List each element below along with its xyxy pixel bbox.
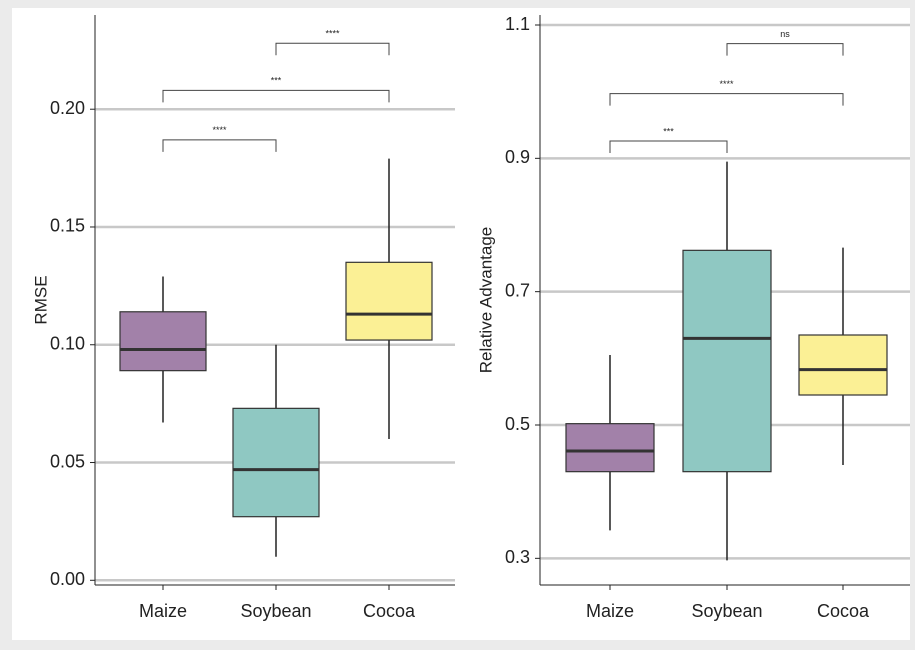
significance-label: **** [719, 79, 734, 89]
box [232, 407, 320, 518]
significance-bracket [162, 139, 277, 152]
significance-bracket [162, 89, 390, 103]
y-tick-label: 0.5 [505, 414, 530, 434]
y-tick-label: 0.9 [505, 147, 530, 167]
x-tick-label: Cocoa [363, 601, 416, 621]
y-tick-label: 0.15 [50, 216, 85, 236]
y-tick-label: 0.7 [505, 280, 530, 300]
significance-bracket [275, 42, 390, 56]
x-tick-label: Soybean [691, 601, 762, 621]
box [345, 261, 433, 341]
y-axis-title: Relative Advantage [476, 227, 495, 374]
y-tick-label: 1.1 [505, 14, 530, 34]
significance-bracket [726, 43, 844, 56]
y-tick-label: 0.3 [505, 547, 530, 567]
y-tick-label: 0.20 [50, 98, 85, 118]
y-axis-title: RMSE [31, 275, 50, 324]
significance-label: *** [663, 126, 674, 136]
significance-label: *** [271, 76, 282, 86]
significance-bracket [609, 93, 844, 106]
y-tick-label: 0.00 [50, 569, 85, 589]
x-tick-label: Maize [139, 601, 187, 621]
significance-label: **** [212, 125, 227, 135]
significance-label: **** [325, 29, 340, 39]
box [565, 423, 655, 473]
x-tick-label: Cocoa [817, 601, 870, 621]
x-tick-label: Soybean [240, 601, 311, 621]
y-tick-label: 0.10 [50, 334, 85, 354]
significance-label: ns [780, 29, 790, 39]
box [798, 334, 888, 396]
x-tick-label: Maize [586, 601, 634, 621]
box [119, 311, 207, 372]
significance-bracket [609, 140, 728, 153]
box [682, 249, 772, 473]
y-tick-label: 0.05 [50, 451, 85, 471]
